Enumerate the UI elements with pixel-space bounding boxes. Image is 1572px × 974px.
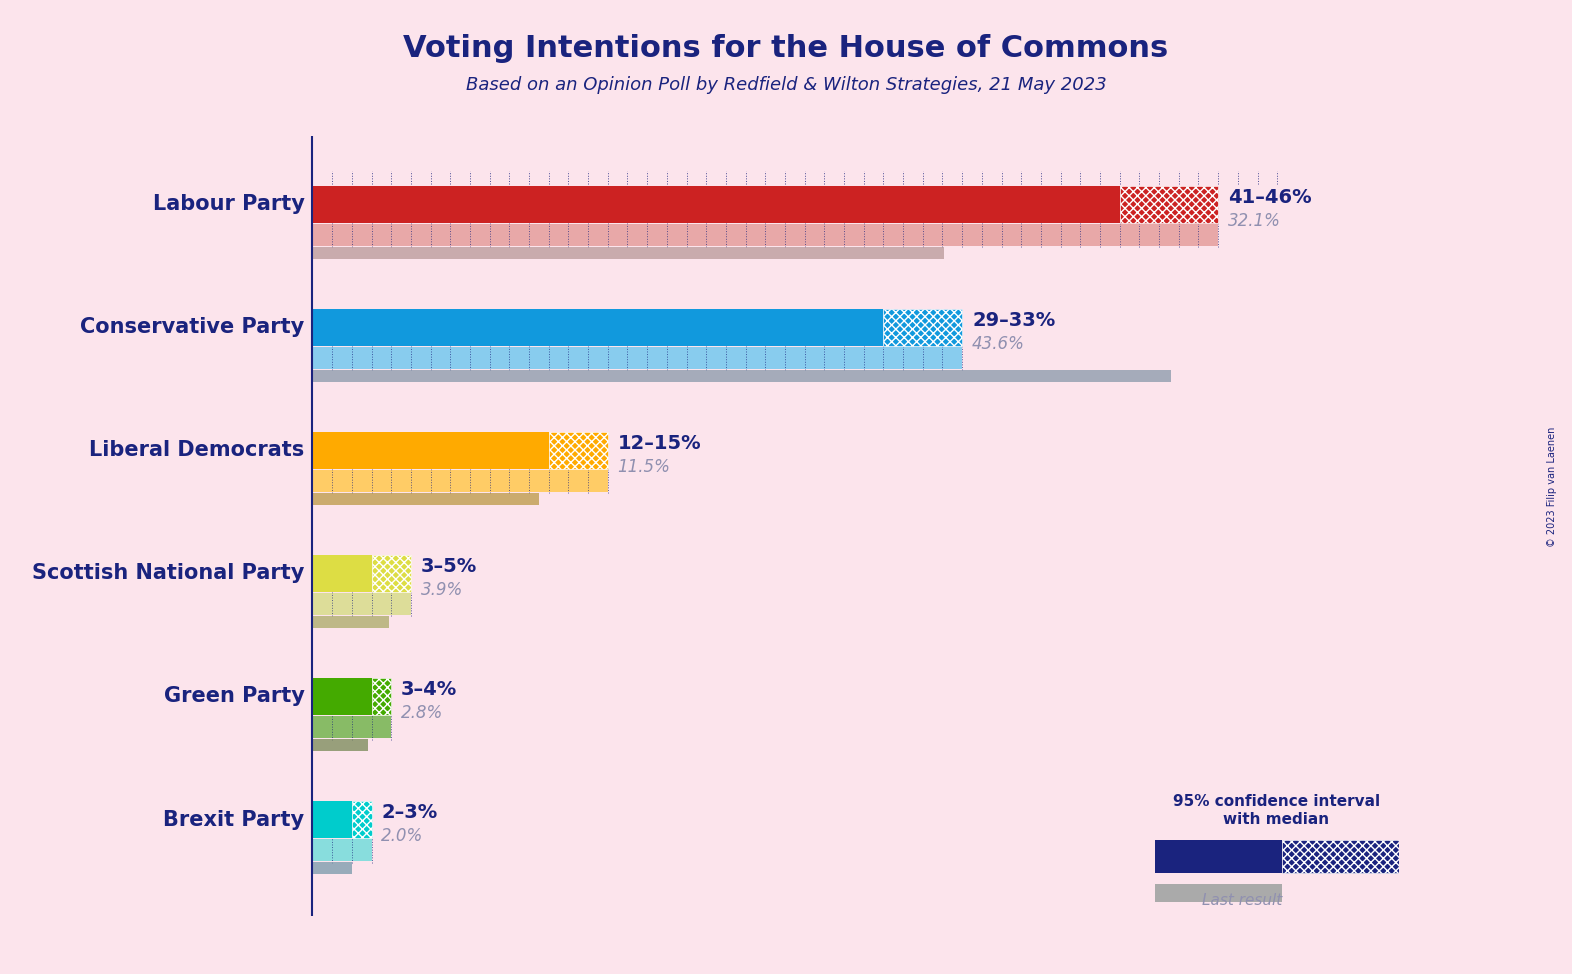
Bar (313, 739, 368, 751)
Bar (1155, 840, 1283, 873)
Text: 12–15%: 12–15% (618, 434, 701, 453)
Text: © 2023 Filip van Laenen: © 2023 Filip van Laenen (1547, 427, 1556, 547)
Bar (313, 347, 962, 369)
Bar (313, 616, 390, 628)
Text: Brexit Party: Brexit Party (163, 809, 305, 830)
Text: Green Party: Green Party (163, 687, 305, 706)
Bar (313, 678, 371, 715)
Text: 43.6%: 43.6% (971, 335, 1025, 353)
Text: 32.1%: 32.1% (1228, 211, 1281, 230)
Bar (313, 224, 1218, 245)
Text: 41–46%: 41–46% (1228, 188, 1311, 206)
Text: Scottish National Party: Scottish National Party (31, 563, 305, 583)
Text: 3–4%: 3–4% (401, 680, 457, 699)
Bar (313, 469, 608, 492)
Text: 29–33%: 29–33% (971, 311, 1055, 330)
Bar (313, 555, 371, 592)
Bar (313, 593, 410, 616)
Text: Last result: Last result (1201, 893, 1283, 909)
Bar (313, 431, 549, 468)
Bar (1283, 840, 1399, 873)
Bar (883, 309, 962, 346)
Text: Voting Intentions for the House of Commons: Voting Intentions for the House of Commo… (404, 34, 1168, 63)
Bar (313, 716, 391, 738)
Text: 3.9%: 3.9% (421, 581, 464, 599)
Text: Based on an Opinion Poll by Redfield & Wilton Strategies, 21 May 2023: Based on an Opinion Poll by Redfield & W… (465, 76, 1107, 94)
Text: 11.5%: 11.5% (618, 458, 671, 476)
Text: Liberal Democrats: Liberal Democrats (90, 440, 305, 461)
Bar (313, 801, 352, 838)
Bar (313, 309, 883, 346)
Text: 95% confidence interval
with median: 95% confidence interval with median (1173, 794, 1380, 827)
Bar (313, 186, 1119, 222)
Bar (352, 801, 371, 838)
Text: 3–5%: 3–5% (421, 557, 476, 577)
Bar (313, 862, 352, 875)
Bar (313, 493, 539, 506)
Bar (1119, 186, 1218, 222)
Text: 2.8%: 2.8% (401, 704, 443, 722)
Bar (1155, 884, 1283, 902)
Text: Labour Party: Labour Party (152, 194, 305, 214)
Bar (313, 369, 1171, 382)
Bar (549, 431, 608, 468)
Text: 2.0%: 2.0% (382, 827, 423, 845)
Bar (313, 840, 371, 861)
Text: Conservative Party: Conservative Party (80, 318, 305, 337)
Bar (371, 555, 410, 592)
Bar (313, 246, 945, 259)
Text: 2–3%: 2–3% (382, 804, 437, 822)
Bar (371, 678, 391, 715)
